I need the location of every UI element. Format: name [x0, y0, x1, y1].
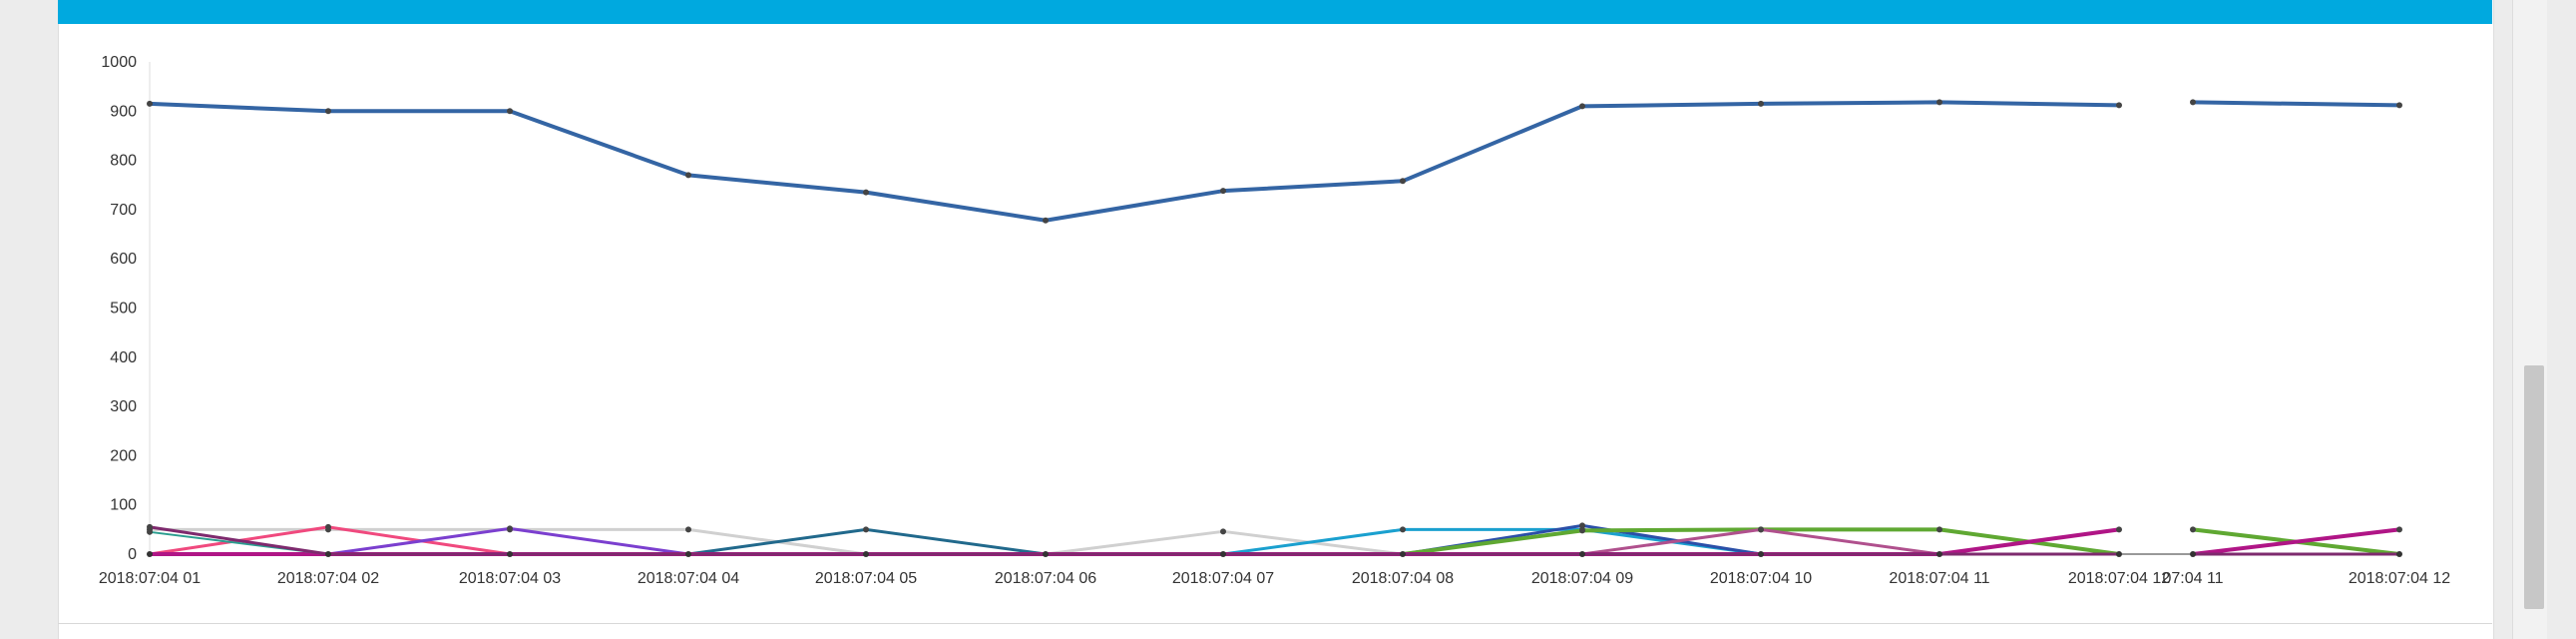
x-tick-label: 2018:07:04 03 — [459, 570, 561, 587]
baseline-point — [1043, 551, 1049, 557]
baseline-point — [2116, 551, 2122, 557]
data-point[interactable] — [2396, 526, 2402, 533]
data-point[interactable] — [1400, 178, 1406, 185]
x-tick-label: 2018:07:04 10 — [1710, 570, 1812, 587]
card-header-bar — [58, 0, 2492, 24]
data-point[interactable] — [2116, 526, 2122, 533]
card-bottom-border — [58, 623, 2492, 624]
x-tick-label: 2018:07:04 12 — [2349, 570, 2450, 587]
series-line-10 — [2191, 527, 2401, 556]
y-tick-label: 1000 — [101, 54, 137, 71]
x-tick-label: 2018:07:04 06 — [995, 570, 1096, 587]
data-point[interactable] — [1579, 103, 1585, 110]
baseline-point — [147, 551, 153, 557]
data-point[interactable] — [1936, 526, 1942, 533]
y-tick-label: 0 — [128, 546, 137, 563]
y-tick-label: 600 — [110, 251, 137, 268]
y-tick-label: 300 — [110, 398, 137, 415]
x-tick-label: 2018:07:04 07 — [1172, 570, 1274, 587]
baseline-point — [1936, 551, 1942, 557]
x-tick-label: 2018:07:04 11 — [1889, 570, 1989, 587]
baseline-point — [1758, 551, 1764, 557]
x-tick-label: 2018:07:04 09 — [1531, 570, 1633, 587]
data-point[interactable] — [507, 525, 513, 532]
x-tick-label: 2018:07:04 02 — [277, 570, 379, 587]
data-point[interactable] — [863, 189, 869, 196]
data-point[interactable] — [1936, 99, 1942, 106]
baseline-point — [2396, 551, 2402, 557]
data-point[interactable] — [1220, 528, 1226, 535]
data-point[interactable] — [2190, 526, 2196, 533]
data-point[interactable] — [1579, 527, 1585, 534]
scrollbar-thumb[interactable] — [2524, 365, 2544, 609]
x-tick-label: 2018:07:04 08 — [1352, 570, 1454, 587]
baseline-point — [685, 551, 691, 557]
data-point[interactable] — [147, 100, 153, 107]
baseline-point — [863, 551, 869, 557]
x-tick-label: 2018:07:04 05 — [815, 570, 917, 587]
chart-axes — [149, 62, 2399, 555]
baseline-point — [1400, 551, 1406, 557]
data-point[interactable] — [1043, 217, 1049, 224]
series-line-1 — [148, 100, 2121, 223]
y-tick-label: 800 — [110, 153, 137, 170]
data-point[interactable] — [1758, 100, 1764, 107]
y-tick-label: 200 — [110, 447, 137, 464]
baseline-point — [507, 551, 513, 557]
data-point[interactable] — [863, 526, 869, 533]
data-point[interactable] — [147, 528, 153, 535]
data-point[interactable] — [685, 172, 691, 179]
data-point[interactable] — [147, 523, 153, 530]
y-tick-label: 100 — [110, 497, 137, 514]
data-point[interactable] — [2116, 102, 2122, 109]
data-point[interactable] — [1220, 188, 1226, 195]
y-tick-label: 700 — [110, 202, 137, 219]
x-tick-label: 2018:07:04 01 — [99, 570, 201, 587]
data-point[interactable] — [507, 108, 513, 115]
data-point[interactable] — [1400, 526, 1406, 533]
data-point[interactable] — [325, 523, 331, 530]
x-tick-label: 2018:07:04 04 — [638, 570, 739, 587]
baseline-point — [1579, 551, 1585, 557]
data-point[interactable] — [1579, 522, 1585, 529]
x-tick-label: 2018:07:04 12 — [2068, 570, 2170, 587]
data-point[interactable] — [2396, 102, 2402, 109]
chart-series — [147, 99, 2402, 557]
baseline-point — [1220, 551, 1226, 557]
data-point[interactable] — [685, 526, 691, 533]
data-point[interactable] — [325, 108, 331, 115]
y-tick-label: 900 — [110, 103, 137, 120]
baseline-point — [2190, 551, 2196, 557]
series-line-2 — [148, 527, 2121, 556]
y-tick-label: 400 — [110, 349, 137, 366]
baseline-point — [325, 551, 331, 557]
y-tick-label: 500 — [110, 301, 137, 318]
data-point[interactable] — [1758, 526, 1764, 533]
chart-labels: 100090080070060050040030020010002018:07:… — [99, 54, 2450, 587]
series-line-12 — [148, 525, 2121, 556]
x-tick-label: 07:04 11 — [2162, 570, 2223, 587]
series-line-1 — [2191, 100, 2401, 108]
data-point[interactable] — [2190, 99, 2196, 106]
